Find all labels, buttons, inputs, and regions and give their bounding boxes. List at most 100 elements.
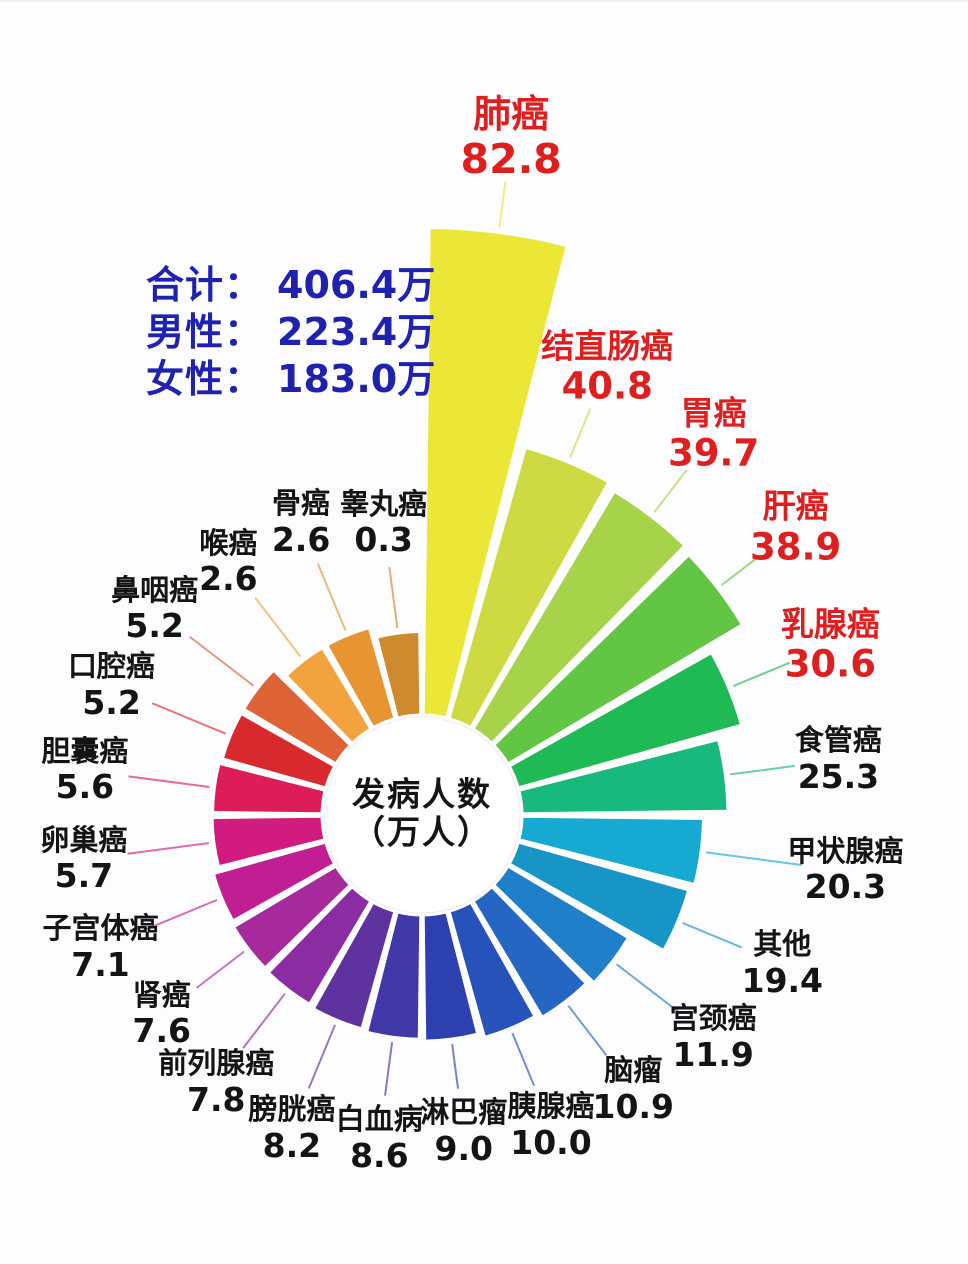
- rose-sector-17[interactable]: [210, 814, 327, 869]
- rose-sector-4[interactable]: [507, 651, 744, 790]
- leader-line-2: [653, 469, 688, 513]
- slice-label-17: 卵巢癌 5.7: [40, 822, 128, 896]
- leader-line-21: [254, 597, 302, 658]
- leader-line-18: [128, 775, 210, 789]
- slice-name: 卵巢癌: [40, 822, 128, 857]
- rose-sector-12[interactable]: [365, 910, 423, 1041]
- slice-value: 7.8: [186, 1079, 246, 1119]
- slice-value: 10.0: [510, 1123, 592, 1163]
- slice-label-16: 子宫体癌 7.1: [42, 912, 158, 984]
- slice-value: 5.2: [125, 606, 184, 646]
- leader-line-12: [384, 1042, 394, 1096]
- rose-sector-14[interactable]: [266, 885, 373, 1006]
- leader-line-13: [307, 1024, 336, 1089]
- slice-value: 20.3: [804, 867, 887, 907]
- slice-name: 白血病: [335, 1102, 423, 1137]
- slice-label-14: 前列腺癌 7.8: [158, 1047, 274, 1119]
- slice-name: 子宫体癌: [42, 911, 159, 946]
- slice-label-22: 骨癌 2.6: [271, 486, 331, 559]
- slice-name: 宫颈癌: [669, 1001, 757, 1036]
- slice-label-18: 胆囊癌 5.6: [41, 734, 128, 807]
- leader-line-7: [682, 922, 743, 949]
- slice-value: 2.6: [199, 559, 258, 599]
- rose-sector-3[interactable]: [492, 553, 744, 766]
- slice-name: 膀胱癌: [248, 1092, 336, 1127]
- slice-name: 甲状腺癌: [787, 833, 904, 868]
- rose-sector-22[interactable]: [325, 626, 397, 730]
- rose-sector-8[interactable]: [492, 864, 631, 985]
- totals-row-male: 男性： 223.4万: [146, 309, 435, 356]
- slice-value: 38.9: [750, 524, 842, 568]
- rose-sector-15[interactable]: [231, 864, 352, 970]
- rose-sector-21[interactable]: [284, 646, 373, 745]
- slice-label-19: 口腔癌 5.2: [68, 650, 155, 722]
- slice-label-6: 甲状腺癌 20.3: [787, 833, 904, 907]
- rose-sector-10[interactable]: [447, 900, 537, 1039]
- leader-line-17: [127, 842, 210, 855]
- leader-line-14: [242, 993, 286, 1049]
- slice-value: 7.1: [71, 944, 130, 984]
- rose-sector-5[interactable]: [517, 737, 730, 816]
- slice-name: 食管癌: [794, 723, 882, 758]
- totals-row-total: 合计： 406.4万: [146, 262, 435, 309]
- total-label: 合计：: [146, 263, 264, 307]
- rose-sector-20[interactable]: [242, 668, 352, 766]
- slice-value: 25.3: [797, 756, 880, 796]
- leader-line-4: [732, 661, 791, 687]
- slice-value: 11.9: [672, 1035, 754, 1075]
- slice-name: 结直肠癌: [541, 326, 674, 366]
- slice-name: 淋巴瘤: [420, 1095, 508, 1130]
- rose-sector-2[interactable]: [471, 489, 687, 745]
- slice-label-21: 喉癌 2.6: [199, 526, 258, 599]
- slice-label-7: 其他 19.4: [742, 928, 823, 1000]
- rose-sector-13[interactable]: [311, 900, 397, 1031]
- slice-value: 10.9: [592, 1086, 674, 1126]
- slice-value: 30.6: [784, 642, 876, 686]
- slice-label-11: 淋巴瘤 9.0: [420, 1096, 507, 1168]
- center-label-line1: 发病人数: [352, 774, 492, 814]
- slice-label-12: 白血病 8.6: [336, 1103, 423, 1175]
- center-label-line2: （万人）: [352, 813, 492, 852]
- rose-sector-9[interactable]: [471, 885, 588, 1019]
- slice-label-8: 宫颈癌 11.9: [670, 1002, 757, 1074]
- male-value: 223.4万: [277, 310, 436, 354]
- slice-label-0: 肺癌 82.8: [461, 92, 562, 184]
- leader-line-22: [316, 563, 347, 631]
- rose-sector-11[interactable]: [421, 910, 480, 1043]
- rose-sector-7[interactable]: [507, 840, 691, 953]
- rose-sector-18[interactable]: [211, 761, 327, 816]
- leader-line-1: [569, 408, 592, 458]
- slice-value: 5.7: [54, 856, 114, 896]
- slice-name: 肝癌: [762, 486, 829, 526]
- rose-sector-19[interactable]: [220, 711, 337, 790]
- rose-sector-16[interactable]: [211, 840, 337, 923]
- rose-sector-0[interactable]: [421, 225, 569, 720]
- rose-sector-1[interactable]: [447, 445, 611, 730]
- slice-name: 胃癌: [680, 393, 747, 433]
- slice-label-13: 膀胱癌 8.2: [248, 1093, 335, 1165]
- leader-line-5: [730, 764, 795, 776]
- leader-line-19: [151, 702, 227, 735]
- rose-sector-6[interactable]: [517, 814, 705, 887]
- slice-value: 8.6: [350, 1135, 409, 1175]
- slice-label-10: 胰腺癌 10.0: [507, 1090, 594, 1162]
- leader-line-10: [511, 1032, 536, 1087]
- slice-value: 5.6: [55, 767, 115, 807]
- slice-name: 前列腺癌: [158, 1046, 275, 1081]
- leader-line-11: [451, 1043, 460, 1089]
- leader-line-23: [388, 567, 399, 629]
- slice-value: 7.6: [132, 1011, 191, 1051]
- chart-center-label: 发病人数 （万人）: [352, 774, 492, 853]
- slice-label-23: 睾丸癌 0.3: [340, 486, 428, 560]
- leader-line-9: [567, 1005, 608, 1056]
- rose-sector-23[interactable]: [375, 630, 423, 720]
- slice-value: 2.6: [271, 519, 331, 559]
- slice-name: 睾丸癌: [340, 486, 428, 521]
- slice-name: 骨癌: [272, 486, 331, 521]
- slice-value: 9.0: [434, 1128, 493, 1168]
- slice-label-15: 肾癌 7.6: [132, 978, 191, 1051]
- slice-label-1: 结直肠癌 40.8: [541, 326, 674, 408]
- leader-line-8: [616, 963, 679, 1013]
